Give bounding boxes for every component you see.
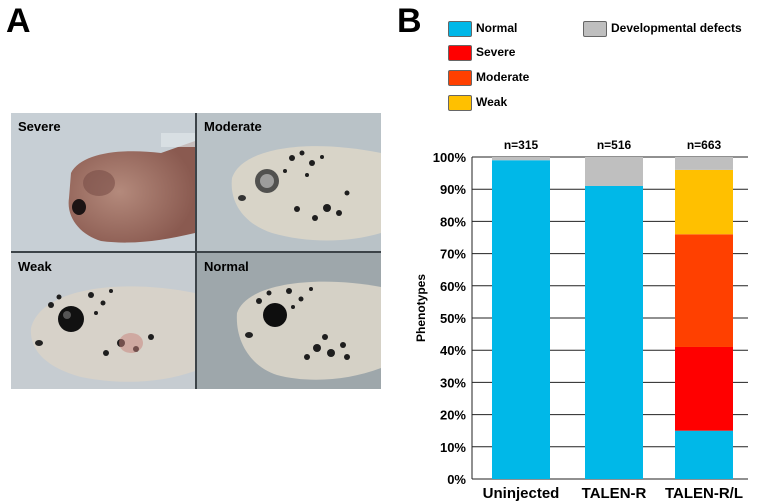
phenotype-photo-grid: Severe Moderate xyxy=(11,113,381,389)
photo-severe-label: Severe xyxy=(18,119,61,134)
category-label: TALEN-R xyxy=(582,485,647,502)
y-axis-label: Phenotypes xyxy=(414,274,428,342)
y-tick-label: 70% xyxy=(440,247,466,262)
photo-moderate-label: Moderate xyxy=(204,119,262,134)
chart-bars xyxy=(492,157,733,480)
legend-swatch-developmental-defects xyxy=(583,21,607,37)
legend-label-normal: Normal xyxy=(476,21,518,35)
bar-uninjected-normal xyxy=(492,160,550,479)
legend-label-moderate: Moderate xyxy=(476,70,530,84)
legend-swatch-weak xyxy=(448,95,472,111)
legend-swatch-normal xyxy=(448,21,472,37)
bar-uninjected-developmental-defects xyxy=(492,157,550,161)
y-tick-label: 50% xyxy=(440,311,466,326)
photo-severe: Severe xyxy=(11,113,195,251)
legend-label-developmental-defects: Developmental defects xyxy=(611,21,742,35)
bar-talen-r-l-normal xyxy=(675,430,733,479)
legend-swatch-moderate xyxy=(448,70,472,86)
y-tick-label: 10% xyxy=(440,440,466,455)
bar-talen-r-l-severe xyxy=(675,346,733,431)
n-labels: n=315 n=516 n=663 xyxy=(504,138,722,152)
bar-talen-r-developmental-defects xyxy=(585,157,643,186)
weak-tadpole-image xyxy=(30,286,195,382)
photo-normal-label: Normal xyxy=(204,259,249,274)
photo-weak-label: Weak xyxy=(18,259,52,274)
category-label: TALEN-R/L xyxy=(665,485,743,502)
n-label: n=315 xyxy=(504,138,539,152)
bar-talen-r-l-developmental-defects xyxy=(675,157,733,170)
bar-talen-r-l-weak xyxy=(675,169,733,235)
panel-b-letter: B xyxy=(397,2,422,40)
normal-tadpole-image xyxy=(236,281,381,380)
y-tick-label: 20% xyxy=(440,408,466,423)
y-tick-label: 90% xyxy=(440,182,466,197)
panel-a-letter: A xyxy=(6,2,31,40)
x-axis-categories: Uninjected TALEN-R TALEN-R/L xyxy=(483,485,743,502)
n-label: n=516 xyxy=(597,138,632,152)
y-tick-label: 40% xyxy=(440,343,466,358)
category-label: Uninjected xyxy=(483,485,560,502)
photo-normal: Normal xyxy=(197,253,381,389)
y-tick-label: 0% xyxy=(447,472,466,487)
photo-weak: Weak xyxy=(11,253,195,389)
photo-moderate: Moderate xyxy=(197,113,381,251)
legend-label-weak: Weak xyxy=(476,95,508,109)
y-tick-label: 60% xyxy=(440,279,466,294)
legend-label-severe: Severe xyxy=(476,45,516,59)
y-tick-label: 30% xyxy=(440,375,466,390)
y-tick-label: 100% xyxy=(433,150,467,165)
y-tick-label: 80% xyxy=(440,214,466,229)
n-label: n=663 xyxy=(687,138,722,152)
severe-tadpole-image xyxy=(68,133,195,243)
y-axis-ticks: 0% 10% 20% 30% 40% 50% 60% 70% 80% 90% 100% xyxy=(433,150,467,487)
legend-swatch-severe xyxy=(448,45,472,61)
bar-talen-r-normal xyxy=(585,185,643,480)
bar-talen-r-l-moderate xyxy=(675,234,733,347)
moderate-tadpole-image xyxy=(231,146,381,241)
